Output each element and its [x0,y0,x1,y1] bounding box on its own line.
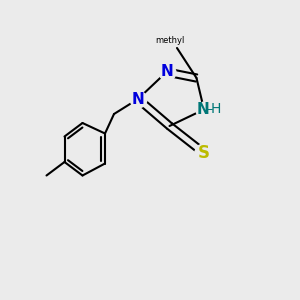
Text: –: – [206,103,212,116]
Text: methyl: methyl [155,36,184,45]
Text: S: S [198,144,210,162]
Text: N: N [132,92,144,106]
Text: N: N [160,64,173,80]
Text: H: H [210,102,220,116]
Text: N: N [196,102,209,117]
